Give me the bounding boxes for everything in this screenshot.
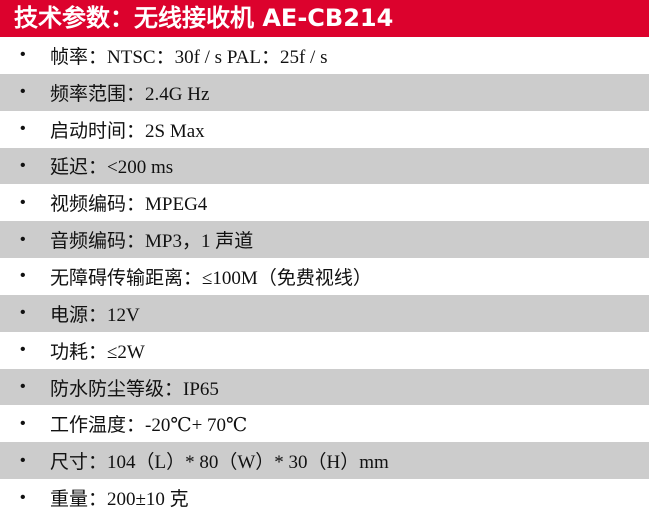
spec-item: • 重量：200±10 克 [0, 479, 649, 516]
bullet-icon: • [20, 193, 26, 211]
spec-text: 视频编码：MPEG4 [50, 194, 208, 216]
spec-text: 音频编码：MP3，1 声道 [50, 231, 254, 253]
spec-text: 功耗：≤2W [50, 341, 145, 363]
spec-item: • 延迟：<200 ms [0, 147, 649, 185]
bullet-icon: • [20, 230, 26, 248]
spec-item: • 无障碍传输距离：≤100M（免费视线） [0, 258, 649, 295]
spec-item: • 启动时间：2S Max [0, 111, 649, 148]
spec-text: 重量：200±10 克 [50, 489, 189, 511]
spec-text: 防水防尘等级：IP65 [50, 378, 219, 400]
spec-text: 无障碍传输距离：≤100M（免费视线） [50, 267, 372, 289]
spec-text: 频率范围：2.4G Hz [50, 83, 210, 105]
spec-item: • 帧率：NTSC：30f / s PAL：25f / s [0, 37, 649, 74]
spec-text: 帧率：NTSC：30f / s PAL：25f / s [50, 46, 328, 68]
bullet-icon: • [20, 267, 26, 285]
spec-item: • 功耗：≤2W [0, 332, 649, 369]
spec-item: • 工作温度：-20℃+ 70℃ [0, 405, 649, 442]
spec-item: • 视频编码：MPEG4 [0, 184, 649, 221]
bullet-icon: • [20, 488, 26, 506]
bullet-icon: • [20, 120, 26, 138]
bullet-icon: • [20, 83, 26, 101]
spec-text: 工作温度：-20℃+ 70℃ [50, 415, 248, 437]
spec-item: • 频率范围：2.4G Hz [0, 73, 649, 111]
spec-text: 启动时间：2S Max [50, 120, 205, 142]
spec-text: 延迟：<200 ms [50, 157, 174, 179]
spec-list: • 帧率：NTSC：30f / s PAL：25f / s • 频率范围：2.4G H… [0, 37, 649, 516]
bullet-icon: • [20, 304, 26, 322]
bullet-icon: • [20, 451, 26, 469]
spec-item: • 尺寸：104（L）* 80（W）* 30（H）mm [0, 442, 649, 480]
bullet-icon: • [20, 341, 26, 359]
bullet-icon: • [20, 414, 26, 432]
bullet-icon: • [20, 378, 26, 396]
spec-item: • 防水防尘等级：IP65 [0, 368, 649, 406]
spec-text: 尺寸：104（L）* 80（W）* 30（H）mm [50, 452, 389, 474]
bullet-icon: • [20, 156, 26, 174]
spec-text: 电源：12V [50, 304, 140, 326]
spec-item: • 电源：12V [0, 294, 649, 332]
page-title: 技术参数：无线接收机 AE-CB214 [0, 0, 649, 37]
spec-item: • 音频编码：MP3，1 声道 [0, 221, 649, 259]
bullet-icon: • [20, 46, 26, 64]
